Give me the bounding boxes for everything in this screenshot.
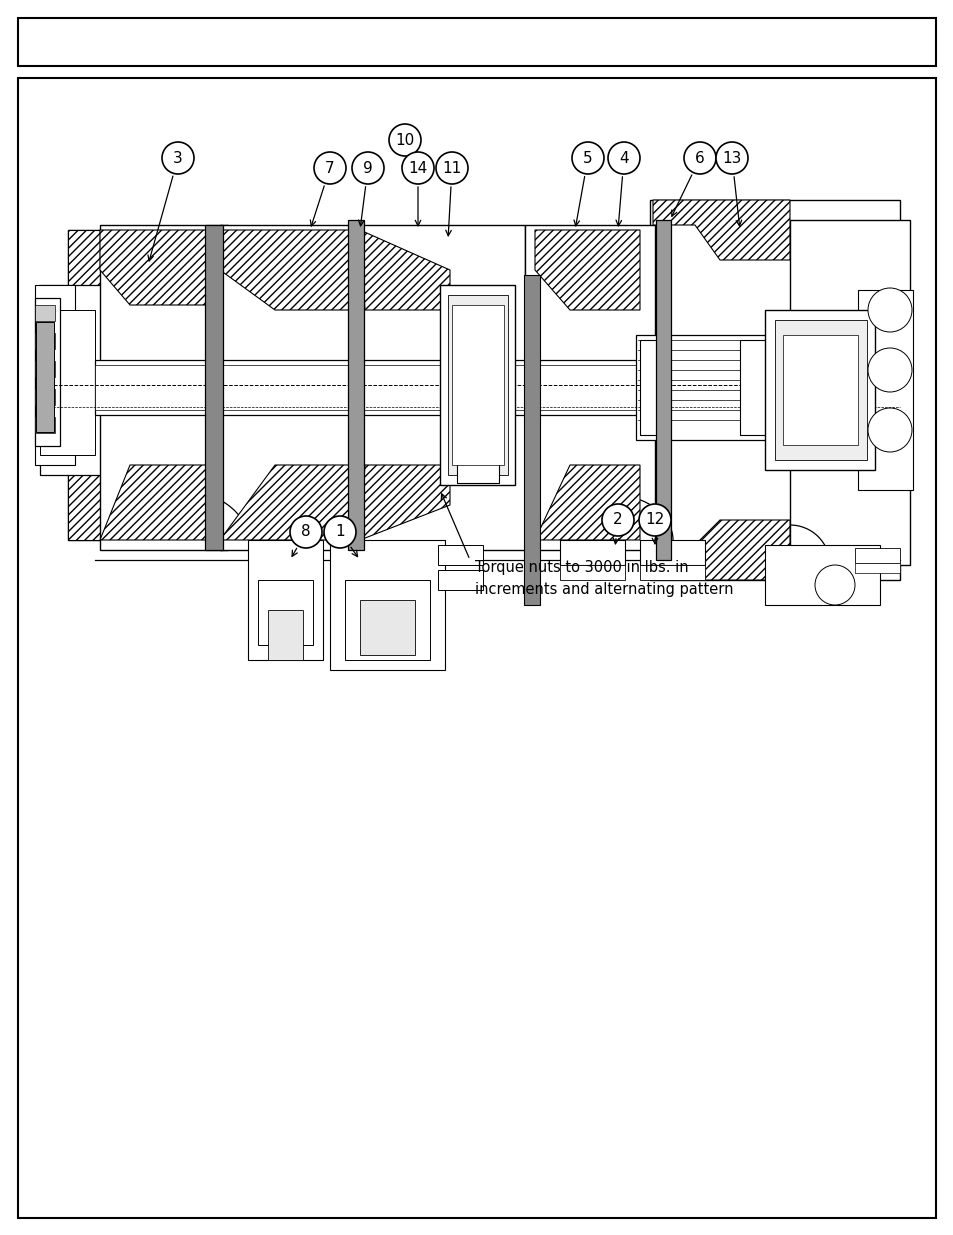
Circle shape bbox=[601, 504, 634, 536]
Bar bbox=[559, 564, 624, 580]
Text: increments and alternating pattern: increments and alternating pattern bbox=[475, 582, 733, 597]
Bar bbox=[330, 540, 444, 671]
Bar bbox=[456, 454, 498, 483]
Bar bbox=[95, 359, 774, 415]
Bar bbox=[523, 275, 539, 605]
Bar bbox=[348, 220, 364, 550]
Bar bbox=[205, 225, 223, 550]
Bar bbox=[782, 335, 857, 445]
Bar bbox=[35, 333, 55, 350]
Text: 5: 5 bbox=[582, 151, 592, 165]
Polygon shape bbox=[652, 520, 789, 580]
Text: 11: 11 bbox=[442, 161, 461, 175]
Bar bbox=[95, 366, 774, 410]
Bar bbox=[740, 340, 769, 435]
Bar bbox=[639, 564, 704, 580]
Bar bbox=[636, 335, 770, 440]
Bar bbox=[764, 310, 874, 471]
Circle shape bbox=[607, 142, 639, 174]
Circle shape bbox=[436, 152, 468, 184]
Circle shape bbox=[572, 142, 603, 174]
Bar bbox=[248, 540, 323, 659]
Bar bbox=[524, 225, 655, 550]
Polygon shape bbox=[535, 466, 639, 540]
Polygon shape bbox=[220, 230, 350, 310]
Bar bbox=[68, 305, 178, 466]
Bar bbox=[257, 580, 313, 645]
Polygon shape bbox=[359, 230, 450, 310]
Circle shape bbox=[314, 152, 346, 184]
Circle shape bbox=[867, 288, 911, 332]
Circle shape bbox=[401, 152, 434, 184]
Bar bbox=[559, 540, 624, 564]
Bar bbox=[639, 340, 669, 435]
Circle shape bbox=[352, 152, 384, 184]
Bar bbox=[639, 540, 704, 564]
Bar bbox=[764, 545, 879, 605]
Polygon shape bbox=[359, 466, 450, 540]
Circle shape bbox=[683, 142, 716, 174]
Bar bbox=[68, 230, 178, 305]
Bar bbox=[857, 290, 912, 490]
Bar bbox=[854, 548, 899, 563]
Circle shape bbox=[639, 504, 670, 536]
Text: 7: 7 bbox=[325, 161, 335, 175]
Bar bbox=[40, 285, 115, 475]
Bar bbox=[40, 310, 95, 454]
Bar bbox=[35, 285, 75, 466]
Circle shape bbox=[389, 124, 420, 156]
Text: 9: 9 bbox=[363, 161, 373, 175]
Bar bbox=[36, 322, 54, 432]
Text: 14: 14 bbox=[408, 161, 427, 175]
Text: 1: 1 bbox=[335, 525, 344, 540]
Bar bbox=[439, 285, 515, 485]
Bar bbox=[437, 545, 482, 564]
Text: 13: 13 bbox=[721, 151, 740, 165]
Bar bbox=[854, 563, 899, 573]
Circle shape bbox=[324, 516, 355, 548]
Bar bbox=[35, 305, 55, 321]
Circle shape bbox=[867, 408, 911, 452]
Bar bbox=[359, 225, 524, 550]
Polygon shape bbox=[652, 200, 789, 261]
Text: 10: 10 bbox=[395, 132, 415, 147]
Circle shape bbox=[290, 516, 322, 548]
Bar bbox=[359, 600, 415, 655]
Bar bbox=[100, 225, 228, 550]
Bar bbox=[18, 19, 935, 65]
Bar bbox=[345, 580, 430, 659]
Polygon shape bbox=[100, 466, 210, 540]
Bar bbox=[452, 305, 503, 466]
Text: 12: 12 bbox=[644, 513, 664, 527]
Bar bbox=[789, 220, 909, 564]
Circle shape bbox=[867, 348, 911, 391]
Text: 6: 6 bbox=[695, 151, 704, 165]
Text: 3: 3 bbox=[172, 151, 183, 165]
Bar bbox=[656, 220, 670, 559]
Text: 4: 4 bbox=[618, 151, 628, 165]
Polygon shape bbox=[100, 230, 210, 305]
Circle shape bbox=[716, 142, 747, 174]
Bar bbox=[35, 389, 55, 405]
Bar bbox=[437, 571, 482, 590]
Circle shape bbox=[162, 142, 193, 174]
Circle shape bbox=[814, 564, 854, 605]
Bar bbox=[68, 230, 178, 540]
Text: 8: 8 bbox=[301, 525, 311, 540]
Bar bbox=[35, 417, 55, 433]
Bar bbox=[220, 225, 359, 550]
Bar bbox=[35, 361, 55, 377]
Bar bbox=[774, 320, 866, 459]
Bar bbox=[68, 466, 178, 540]
Text: 2: 2 bbox=[613, 513, 622, 527]
Bar bbox=[268, 610, 303, 659]
Text: Torque nuts to 3000 in lbs. in: Torque nuts to 3000 in lbs. in bbox=[475, 559, 688, 576]
Bar bbox=[35, 298, 60, 446]
Polygon shape bbox=[535, 230, 639, 310]
Polygon shape bbox=[220, 466, 350, 540]
Bar bbox=[649, 200, 899, 580]
Bar bbox=[448, 295, 507, 475]
